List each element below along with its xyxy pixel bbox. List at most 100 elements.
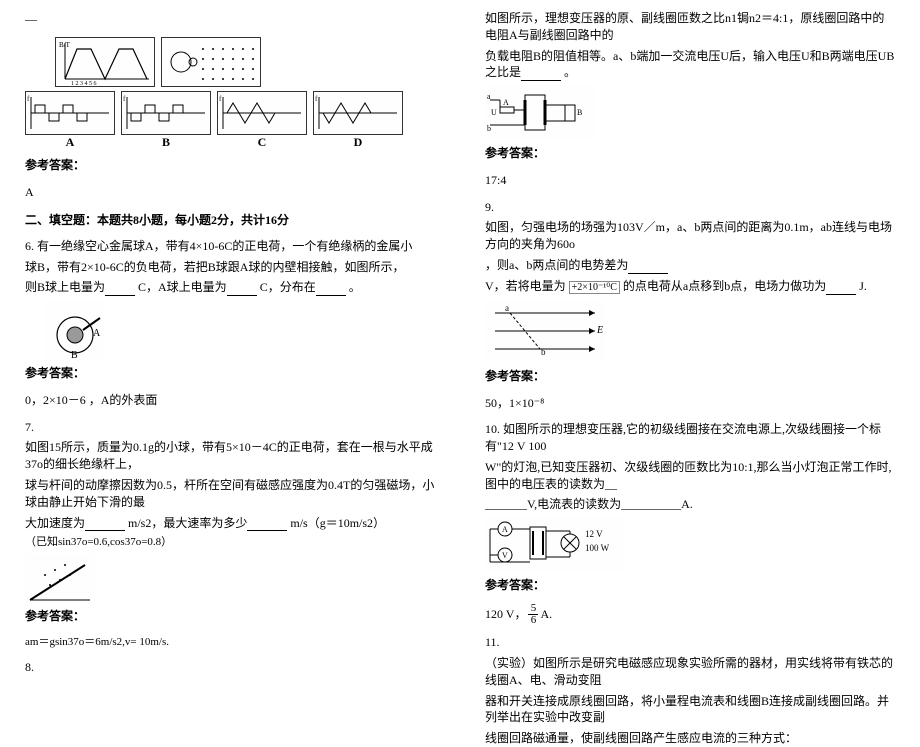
q8-l2-b: 。: [564, 65, 576, 79]
right-column: 如图所示，理想变压器的原、副线圈匝数之比n1锔n2＝4:1，原线圈回路中的电阻A…: [460, 0, 920, 651]
figure-row-1: B/T 1 2 3 4 5 6: [55, 37, 435, 87]
svg-text:1 2 3 4 5 6: 1 2 3 4 5 6: [71, 81, 97, 85]
q10-line2: W"的灯泡,已知变压器初、次级线圈的匝数比为10:1,那么当小灯泡正常工作时,图…: [485, 459, 895, 493]
ans10-frac: 5 6: [528, 603, 538, 626]
svg-text:f: f: [27, 95, 30, 103]
fig-bt-graph: B/T 1 2 3 4 5 6: [55, 37, 155, 87]
svg-text:E: E: [596, 325, 603, 336]
q9-charge-value: +2×10⁻¹⁰C: [569, 281, 620, 294]
top-marker: —: [25, 10, 435, 29]
svg-text:f: f: [219, 95, 222, 103]
q6-l3-c: C，分布在: [260, 280, 316, 294]
dotted-region-svg: [163, 39, 259, 85]
q9-l3-c: J.: [859, 279, 867, 293]
q7-l3-c: m/s（g＝10m/s2）: [290, 516, 385, 530]
blank: [85, 517, 125, 531]
answer1-value: A: [25, 183, 435, 202]
svg-text:b: b: [541, 347, 546, 357]
opt-a-wrap: f A: [25, 91, 115, 150]
q9-line1: 如图，匀强电场的场强为103V／m，a、b两点间的距离为0.1m，ab连线与电场…: [485, 219, 895, 253]
q6-l3-d: 。: [349, 280, 361, 294]
opt-a-label: A: [25, 135, 115, 150]
circuit-100w: 100 W: [585, 543, 610, 553]
ans10-b: A.: [540, 605, 552, 624]
svg-text:B: B: [577, 108, 582, 117]
answer8-label: 参考答案：: [485, 144, 895, 163]
answer7-value: am＝gsin37o＝6m/s2,v= 10m/s.: [25, 634, 435, 652]
opt-b-wrap: f B: [121, 91, 211, 150]
fig-q6-sphere: A B: [45, 300, 105, 360]
answer9-value: 50，1×10⁻⁸: [485, 394, 895, 413]
answer10-value: 120 V， 5 6 A.: [485, 603, 895, 626]
opt-c-wrap: f C: [217, 91, 307, 150]
opt-d-label: D: [313, 135, 403, 150]
q7-line1: 如图15所示，质量为0.1g的小球，带有5×10－4C的正电荷，套在一根与水平成…: [25, 439, 435, 473]
q10-line1: 10. 如图所示的理想变压器,它的初级线圈接在交流电源上,次级线圈接一个标有"1…: [485, 421, 895, 455]
answer6-value: 0，2×10－6 ，A的外表面: [25, 391, 435, 410]
q8-num: 8.: [25, 659, 435, 676]
q9-num: 9.: [485, 199, 895, 216]
blank: [227, 282, 257, 296]
answer7-label: 参考答案：: [25, 607, 435, 626]
q11-num: 11.: [485, 634, 895, 651]
blank: [826, 281, 856, 295]
svg-text:B/T: B/T: [59, 41, 71, 49]
frac-bot: 6: [531, 615, 537, 626]
blank: [521, 67, 561, 81]
fig-q7-incline: [25, 555, 95, 605]
frac-top: 5: [531, 603, 537, 614]
fig-opt-b: f: [121, 91, 211, 135]
q7-line4: （已知sin37o=0.6,cos37o=0.8）: [25, 535, 435, 550]
svg-text:U: U: [491, 108, 497, 117]
answer8-value: 17:4: [485, 171, 895, 190]
q7-l3-a: 大加速度为: [25, 516, 85, 530]
fig-dotted-region: [161, 37, 261, 87]
fig-q10-circuit: A V 12 V 100 W: [485, 517, 625, 572]
section2-heading: 二、填空题：本题共8小题，每小题2分，共计16分: [25, 211, 435, 230]
blank: [316, 282, 346, 296]
ans10-a: 120 V，: [485, 605, 526, 624]
q6-line3: 则B球上电量为 C，A球上电量为 C，分布在 。: [25, 279, 435, 296]
q8-line2: 负载电阻B的阻值相等。a、b端加一交流电压U后，输入电压U和B两端电压UB之比是…: [485, 48, 895, 82]
answer1-label: 参考答案：: [25, 156, 435, 175]
svg-text:V: V: [502, 551, 508, 560]
svg-text:f: f: [123, 95, 126, 103]
q9-line3: V，若将电量为 +2×10⁻¹⁰C 的点电荷从a点移到b点，电场力做功为 J.: [485, 278, 895, 295]
q8-line1: 如图所示，理想变压器的原、副线圈匝数之比n1锔n2＝4:1，原线圈回路中的电阻A…: [485, 10, 895, 44]
q7-line2: 球与杆间的动摩擦因数为0.5，杆所在空间有磁感应强度为0.4T的匀强磁场，小球由…: [25, 477, 435, 511]
fig-q9-field: a b E: [485, 301, 605, 361]
fig-opt-d: f: [313, 91, 403, 135]
left-column: — B/T 1 2 3 4 5 6: [0, 0, 460, 651]
q11-line1: （实验）如图所示是研究电磁感应现象实验所需的器材，用实线将带有铁芯的线圈A、电、…: [485, 655, 895, 689]
fig-q8-transformer: ab AB U: [485, 85, 595, 140]
q11-line2: 器和开关连接成原线圈回路，将小量程电流表和线圈B连接成副线圈回路。并列举出在实验…: [485, 693, 895, 727]
svg-text:A: A: [93, 328, 101, 339]
opt-d-wrap: f D: [313, 91, 403, 150]
figure-row-2: f A f B f C f D: [25, 91, 435, 150]
blank: [628, 260, 668, 274]
svg-text:f: f: [315, 95, 318, 103]
blank: [105, 282, 135, 296]
q11-line3: 线圈回路磁通量，使副线圈回路产生感应电流的三种方式：: [485, 730, 895, 747]
q9-l3-b: 的点电荷从a点移到b点，电场力做功为: [623, 279, 826, 293]
q7-num: 7.: [25, 419, 435, 436]
blank: [247, 517, 287, 531]
q9-l3-a: V，若将电量为: [485, 279, 566, 293]
q7-line3: 大加速度为 m/s2，最大速率为多少 m/s（g＝10m/s2）: [25, 515, 435, 532]
svg-text:B: B: [71, 350, 78, 360]
fig-opt-a: f: [25, 91, 115, 135]
q6-l3-a: 则B球上电量为: [25, 280, 105, 294]
svg-text:a: a: [505, 303, 509, 313]
opt-c-label: C: [217, 135, 307, 150]
svg-text:A: A: [503, 98, 509, 107]
q6-line2: 球B，带有2×10-6C的负电荷，若把B球跟A球的内壁相接触，如图所示，: [25, 259, 435, 276]
answer6-label: 参考答案：: [25, 364, 435, 383]
opt-b-label: B: [121, 135, 211, 150]
fig-opt-c: f: [217, 91, 307, 135]
q6-line1: 6. 有一绝缘空心金属球A，带有4×10-6C的正电荷，一个有绝缘柄的金属小: [25, 238, 435, 255]
svg-text:A: A: [502, 525, 508, 534]
bt-graph-svg: B/T 1 2 3 4 5 6: [57, 39, 153, 85]
svg-text:a: a: [487, 92, 491, 101]
circuit-12v: 12 V: [585, 529, 603, 539]
answer10-label: 参考答案：: [485, 576, 895, 595]
